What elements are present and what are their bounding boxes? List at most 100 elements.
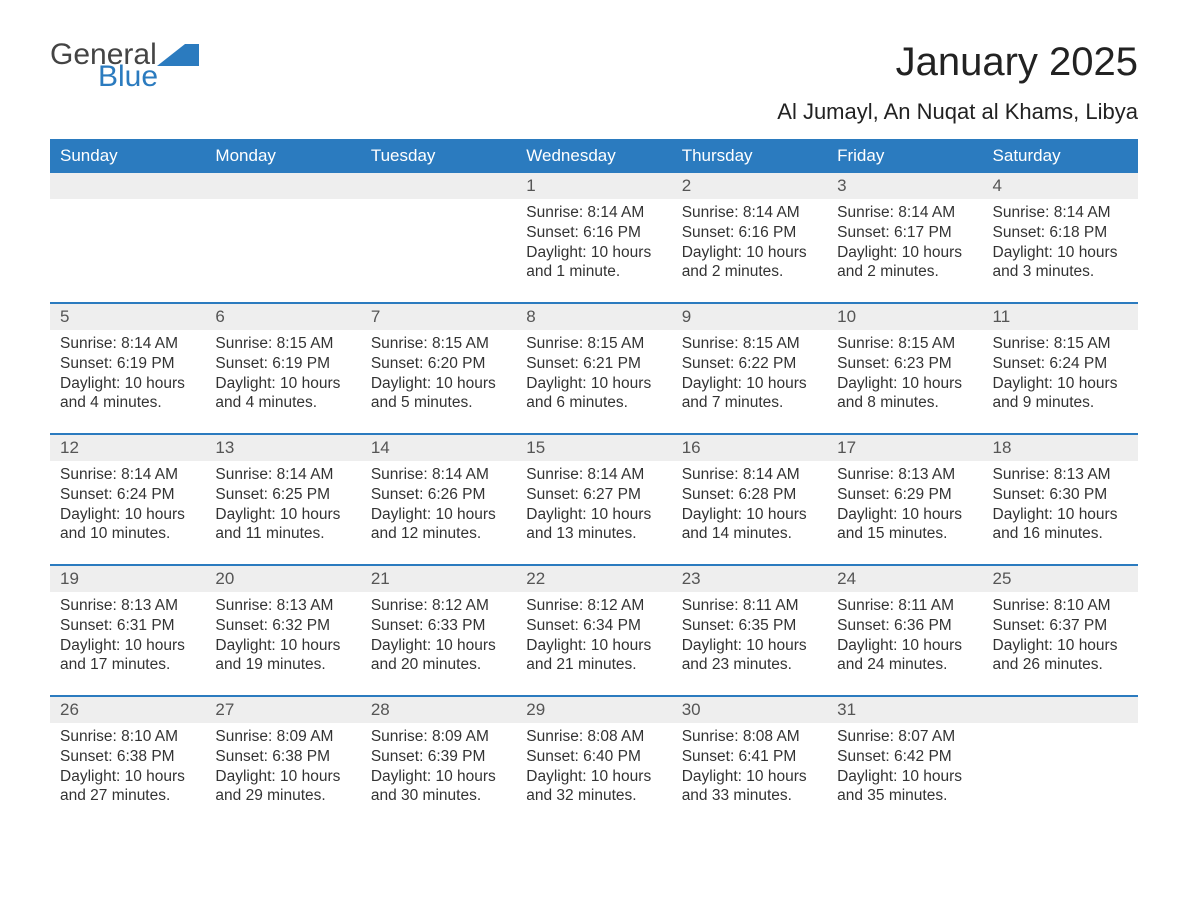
day-content-cell: Sunrise: 8:14 AMSunset: 6:24 PMDaylight:…: [50, 461, 205, 565]
sunset-text: Sunset: 6:16 PM: [682, 223, 817, 243]
sunrise-text: Sunrise: 8:14 AM: [60, 334, 195, 354]
daynum-row: 19202122232425: [50, 565, 1138, 592]
sunset-text: Sunset: 6:16 PM: [526, 223, 661, 243]
sunset-text: Sunset: 6:36 PM: [837, 616, 972, 636]
day-content-row: Sunrise: 8:14 AMSunset: 6:24 PMDaylight:…: [50, 461, 1138, 565]
daylight-text: Daylight: 10 hours and 23 minutes.: [682, 636, 817, 676]
day-number-cell: 2: [672, 173, 827, 199]
sunset-text: Sunset: 6:38 PM: [60, 747, 195, 767]
sunset-text: Sunset: 6:26 PM: [371, 485, 506, 505]
sunset-text: Sunset: 6:17 PM: [837, 223, 972, 243]
day-number-cell: 26: [50, 696, 205, 723]
day-number-cell: 12: [50, 434, 205, 461]
daylight-text: Daylight: 10 hours and 9 minutes.: [993, 374, 1128, 414]
day-number-cell: 20: [205, 565, 360, 592]
daylight-text: Daylight: 10 hours and 26 minutes.: [993, 636, 1128, 676]
sunset-text: Sunset: 6:19 PM: [60, 354, 195, 374]
day-content-row: Sunrise: 8:14 AMSunset: 6:16 PMDaylight:…: [50, 199, 1138, 303]
day-number-cell: 6: [205, 303, 360, 330]
weekday-header: Friday: [827, 139, 982, 173]
sunrise-text: Sunrise: 8:14 AM: [682, 203, 817, 223]
daylight-text: Daylight: 10 hours and 14 minutes.: [682, 505, 817, 545]
daylight-text: Daylight: 10 hours and 13 minutes.: [526, 505, 661, 545]
day-content-row: Sunrise: 8:10 AMSunset: 6:38 PM Daylight:…: [50, 723, 1138, 827]
daynum-row: 12131415161718: [50, 434, 1138, 461]
day-content-cell: Sunrise: 8:13 AMSunset: 6:30 PMDaylight:…: [983, 461, 1138, 565]
sunrise-text: Sunrise: 8:12 AM: [526, 596, 661, 616]
day-content-cell: Sunrise: 8:13 AMSunset: 6:32 PMDaylight:…: [205, 592, 360, 696]
day-content-cell: Sunrise: 8:12 AMSunset: 6:33 PMDaylight:…: [361, 592, 516, 696]
sunrise-text: Sunrise: 8:08 AM: [526, 727, 661, 747]
sunrise-text: Sunrise: 8:14 AM: [60, 465, 195, 485]
day-content-cell: Sunrise: 8:07 AMSunset: 6:42 PMDaylight:…: [827, 723, 982, 827]
sunrise-text: Sunrise: 8:13 AM: [837, 465, 972, 485]
day-content-cell: Sunrise: 8:10 AMSunset: 6:38 PMDaylight:…: [50, 723, 205, 827]
weekday-header: Sunday: [50, 139, 205, 173]
day-number-cell: 10: [827, 303, 982, 330]
weekday-header: Tuesday: [361, 139, 516, 173]
day-content-cell: Sunrise: 8:15 AMSunset: 6:22 PMDaylight:…: [672, 330, 827, 434]
day-number-cell: 22: [516, 565, 671, 592]
sunset-text: Sunset: 6:22 PM: [682, 354, 817, 374]
sunset-text: Sunset: 6:42 PM: [837, 747, 972, 767]
day-content-cell: Sunrise: 8:15 AMSunset: 6:20 PMDaylight:…: [361, 330, 516, 434]
sunrise-text: Sunrise: 8:15 AM: [526, 334, 661, 354]
sunset-text: Sunset: 6:28 PM: [682, 485, 817, 505]
daylight-text: Daylight: 10 hours and 35 minutes.: [837, 767, 972, 807]
day-content-cell: [50, 199, 205, 303]
sunset-text: Sunset: 6:39 PM: [371, 747, 506, 767]
sunrise-text: Sunrise: 8:13 AM: [60, 596, 195, 616]
day-number-cell: 1: [516, 173, 671, 199]
sunrise-text: Sunrise: 8:10 AM: [993, 596, 1128, 616]
daylight-text: Daylight: 10 hours and 33 minutes.: [682, 767, 817, 807]
sunrise-text: Sunrise: 8:14 AM: [993, 203, 1128, 223]
daylight-text: Daylight: 10 hours and 3 minutes.: [993, 243, 1128, 283]
day-content-cell: Sunrise: 8:14 AMSunset: 6:16 PMDaylight:…: [516, 199, 671, 303]
day-number-cell: 14: [361, 434, 516, 461]
day-number-cell: 21: [361, 565, 516, 592]
location-subtitle: Al Jumayl, An Nuqat al Khams, Libya: [777, 99, 1138, 125]
sunrise-text: Sunrise: 8:12 AM: [371, 596, 506, 616]
day-content-row: Sunrise: 8:13 AMSunset: 6:31 PMDaylight:…: [50, 592, 1138, 696]
day-content-cell: Sunrise: 8:14 AMSunset: 6:28 PMDaylight:…: [672, 461, 827, 565]
day-content-cell: Sunrise: 8:14 AMSunset: 6:17 PMDaylight:…: [827, 199, 982, 303]
sunrise-text: Sunrise: 8:09 AM: [215, 727, 350, 747]
sunrise-text: Sunrise: 8:10 AM: [60, 727, 195, 747]
day-content-cell: [361, 199, 516, 303]
day-number-cell: 7: [361, 303, 516, 330]
daylight-text: Daylight: 10 hours and 17 minutes.: [60, 636, 195, 676]
sunrise-text: Sunrise: 8:14 AM: [682, 465, 817, 485]
day-content-cell: Sunrise: 8:12 AMSunset: 6:34 PMDaylight:…: [516, 592, 671, 696]
day-content-cell: Sunrise: 8:14 AMSunset: 6:26 PMDaylight:…: [361, 461, 516, 565]
sunset-text: Sunset: 6:34 PM: [526, 616, 661, 636]
day-number-cell: 9: [672, 303, 827, 330]
day-number-cell: 5: [50, 303, 205, 330]
daylight-text: Daylight: 10 hours and 21 minutes.: [526, 636, 661, 676]
daylight-text: Daylight: 10 hours and 32 minutes.: [526, 767, 661, 807]
day-number-cell: 24: [827, 565, 982, 592]
day-number-cell: 25: [983, 565, 1138, 592]
day-number-cell: 4: [983, 173, 1138, 199]
day-content-row: Sunrise: 8:14 AMSunset: 6:19 PM Daylight:…: [50, 330, 1138, 434]
sunset-text: Sunset: 6:21 PM: [526, 354, 661, 374]
logo: General Blue: [50, 40, 201, 100]
day-content-cell: Sunrise: 8:10 AMSunset: 6:37 PMDaylight:…: [983, 592, 1138, 696]
sunset-text: Sunset: 6:27 PM: [526, 485, 661, 505]
sunset-text: Sunset: 6:24 PM: [993, 354, 1128, 374]
day-content-cell: Sunrise: 8:15 AMSunset: 6:19 PMDaylight:…: [205, 330, 360, 434]
daylight-text: Daylight: 10 hours and 1 minute.: [526, 243, 661, 283]
day-number-cell: 17: [827, 434, 982, 461]
daylight-text: Daylight: 10 hours and 7 minutes.: [682, 374, 817, 414]
sunrise-text: Sunrise: 8:13 AM: [215, 596, 350, 616]
day-number-cell: [361, 173, 516, 199]
sunrise-text: Sunrise: 8:11 AM: [837, 596, 972, 616]
day-number-cell: 28: [361, 696, 516, 723]
day-content-cell: Sunrise: 8:14 AMSunset: 6:25 PMDaylight:…: [205, 461, 360, 565]
day-number-cell: 16: [672, 434, 827, 461]
day-content-cell: Sunrise: 8:14 AMSunset: 6:18 PMDaylight:…: [983, 199, 1138, 303]
daylight-text: Daylight: 10 hours and 2 minutes.: [837, 243, 972, 283]
sunrise-text: Sunrise: 8:14 AM: [371, 465, 506, 485]
day-content-cell: [205, 199, 360, 303]
sunset-text: Sunset: 6:18 PM: [993, 223, 1128, 243]
sunset-text: Sunset: 6:31 PM: [60, 616, 195, 636]
